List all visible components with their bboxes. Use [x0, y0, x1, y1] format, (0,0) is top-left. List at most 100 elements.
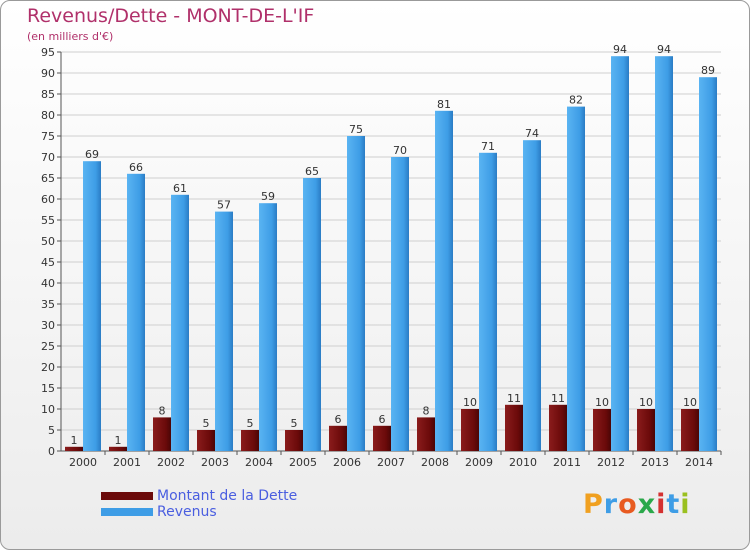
data-label-revenus: 81	[437, 98, 451, 111]
y-tick-label: 65	[41, 172, 55, 185]
data-label-revenus: 89	[701, 64, 715, 77]
bar-revenus	[259, 203, 277, 451]
data-label-dette: 8	[423, 404, 430, 417]
data-label-revenus: 74	[525, 127, 539, 140]
data-label-dette: 1	[115, 434, 122, 447]
y-tick-label: 85	[41, 88, 55, 101]
data-label-dette: 11	[551, 392, 565, 405]
data-label-revenus: 94	[657, 43, 671, 56]
bar-dette	[637, 409, 655, 451]
data-label-dette: 6	[379, 413, 386, 426]
data-label-dette: 10	[595, 396, 609, 409]
y-tick-label: 70	[41, 151, 55, 164]
x-tick-label: 2007	[377, 456, 405, 469]
bar-revenus	[567, 106, 585, 451]
chart-title: Revenus/Dette - MONT-DE-L'IF	[27, 5, 315, 27]
y-tick-label: 0	[48, 445, 55, 458]
x-tick-label: 2014	[685, 456, 713, 469]
x-tick-label: 2013	[641, 456, 669, 469]
data-label-dette: 10	[639, 396, 653, 409]
x-tick-label: 2008	[421, 456, 449, 469]
bar-dette	[593, 409, 611, 451]
bar-dette	[505, 404, 523, 451]
x-tick-label: 2005	[289, 456, 317, 469]
data-label-dette: 5	[291, 417, 298, 430]
bar-dette	[417, 417, 435, 451]
y-tick-label: 25	[41, 340, 55, 353]
bar-revenus	[347, 136, 365, 451]
legend-label-dette: Montant de la Dette	[157, 488, 298, 504]
data-label-dette: 1	[71, 434, 78, 447]
data-label-dette: 10	[683, 396, 697, 409]
y-tick-label: 40	[41, 277, 55, 290]
y-tick-label: 35	[41, 298, 55, 311]
y-tick-label: 90	[41, 67, 55, 80]
data-label-revenus: 57	[217, 199, 231, 212]
legend-item-revenus: Revenus	[101, 504, 297, 520]
bar-dette	[285, 430, 303, 451]
bar-revenus	[435, 110, 453, 452]
y-tick-label: 15	[41, 382, 55, 395]
x-tick-label: 2001	[113, 456, 141, 469]
data-label-dette: 5	[247, 417, 254, 430]
bar-revenus	[699, 77, 717, 451]
bar-dette	[197, 430, 215, 451]
bar-revenus	[215, 211, 233, 451]
bar-dette	[329, 425, 347, 451]
y-tick-label: 5	[48, 424, 55, 437]
x-tick-label: 2006	[333, 456, 361, 469]
y-tick-label: 60	[41, 193, 55, 206]
y-tick-label: 75	[41, 130, 55, 143]
data-label-revenus: 65	[305, 165, 319, 178]
legend-swatch-dette	[101, 492, 153, 500]
y-tick-label: 45	[41, 256, 55, 269]
bar-dette	[153, 417, 171, 451]
data-label-revenus: 66	[129, 161, 143, 174]
data-label-revenus: 75	[349, 123, 363, 136]
bar-revenus	[127, 173, 145, 452]
x-tick-label: 2011	[553, 456, 581, 469]
data-label-revenus: 59	[261, 190, 275, 203]
legend: Montant de la Dette Revenus	[101, 488, 297, 520]
bar-dette	[373, 425, 391, 451]
bar-dette	[461, 409, 479, 451]
bar-revenus	[479, 152, 497, 452]
x-tick-label: 2009	[465, 456, 493, 469]
chart-subtitle: (en milliers d'€)	[27, 30, 114, 43]
y-tick-label: 80	[41, 109, 55, 122]
data-label-revenus: 82	[569, 94, 583, 107]
x-tick-label: 2002	[157, 456, 185, 469]
bar-revenus	[391, 157, 409, 451]
data-label-revenus: 61	[173, 182, 187, 195]
x-tick-label: 2012	[597, 456, 625, 469]
data-label-dette: 11	[507, 392, 521, 405]
bar-dette	[109, 446, 127, 451]
y-tick-label: 95	[41, 46, 55, 59]
data-label-revenus: 70	[393, 144, 407, 157]
legend-label-revenus: Revenus	[157, 504, 217, 520]
bar-dette	[241, 430, 259, 451]
bar-dette	[681, 409, 699, 451]
bar-dette	[65, 446, 83, 451]
x-tick-label: 2003	[201, 456, 229, 469]
bar-revenus	[655, 56, 673, 451]
x-tick-label: 2004	[245, 456, 273, 469]
bar-revenus	[523, 140, 541, 451]
bar-revenus	[303, 178, 321, 451]
bar-dette	[549, 404, 567, 451]
bar-revenus	[611, 56, 629, 451]
x-tick-label: 2000	[69, 456, 97, 469]
data-label-dette: 10	[463, 396, 477, 409]
y-tick-label: 30	[41, 319, 55, 332]
y-tick-label: 55	[41, 214, 55, 227]
bar-revenus	[83, 161, 101, 451]
y-tick-label: 50	[41, 235, 55, 248]
data-label-dette: 6	[335, 413, 342, 426]
x-tick-label: 2010	[509, 456, 537, 469]
legend-swatch-revenus	[101, 508, 153, 516]
y-tick-label: 10	[41, 403, 55, 416]
data-label-revenus: 69	[85, 148, 99, 161]
bar-revenus	[171, 194, 189, 452]
